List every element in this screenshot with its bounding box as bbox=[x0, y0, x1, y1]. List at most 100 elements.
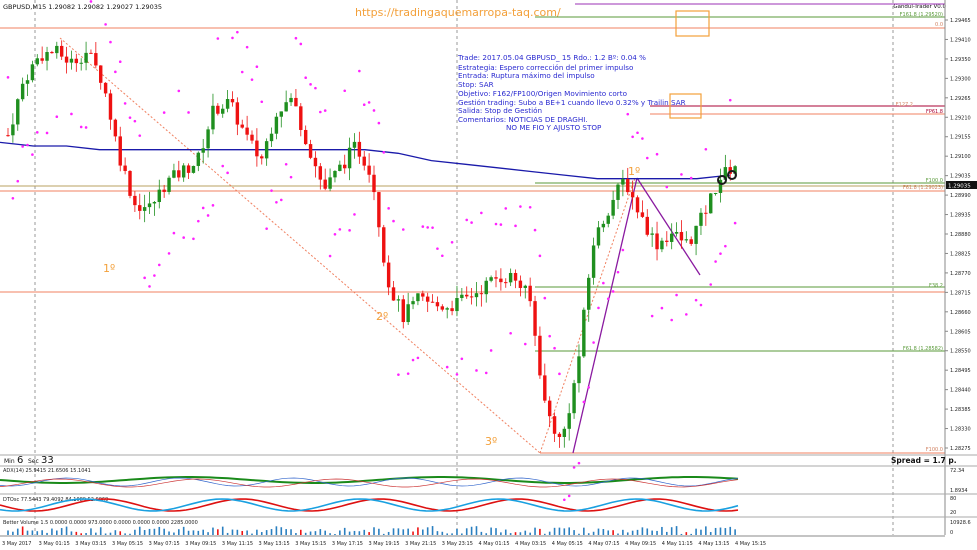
candle-body bbox=[11, 124, 15, 136]
sar-dot bbox=[338, 228, 342, 231]
sar-dot bbox=[494, 222, 498, 226]
website-link[interactable]: https://tradingaquemarropa-taq.com/ bbox=[355, 6, 561, 19]
sar-dot bbox=[35, 131, 39, 134]
dtosc-fast-line bbox=[0, 498, 739, 512]
volume-bar bbox=[709, 532, 712, 535]
sar-dot bbox=[699, 303, 703, 307]
volume-bar bbox=[148, 528, 151, 535]
sar-dot bbox=[650, 314, 654, 318]
x-tick-label: 3 May 2017 bbox=[2, 541, 31, 547]
candle-body bbox=[138, 205, 142, 211]
volume-bar bbox=[99, 527, 102, 535]
candle-body bbox=[235, 102, 240, 125]
x-tick-label: 3 May 17:15 bbox=[332, 541, 363, 547]
candle-body bbox=[562, 428, 567, 437]
candle-body bbox=[689, 239, 693, 244]
candle-body bbox=[494, 277, 498, 279]
candle-body bbox=[221, 108, 225, 114]
volume-bar bbox=[617, 533, 619, 535]
candle-body bbox=[611, 199, 615, 216]
sar-dot bbox=[489, 349, 493, 352]
candle-body bbox=[25, 80, 30, 84]
sar-dot bbox=[621, 248, 625, 252]
candle-body bbox=[591, 245, 596, 278]
sar-dot bbox=[167, 252, 171, 255]
sar-dot bbox=[597, 306, 600, 310]
volume-bar bbox=[685, 532, 688, 535]
candle-body bbox=[665, 240, 669, 242]
sar-dot bbox=[636, 131, 639, 135]
volume-bar bbox=[314, 531, 317, 535]
candle-body bbox=[445, 308, 449, 310]
y-tick-label: 1.28880 bbox=[950, 232, 971, 238]
candle-body bbox=[621, 179, 625, 185]
sar-dot bbox=[377, 121, 381, 125]
volume-bar bbox=[475, 526, 478, 535]
candle-body bbox=[674, 231, 679, 234]
timer-min-label: Min bbox=[4, 458, 15, 465]
sar-dot bbox=[31, 153, 34, 156]
volume-bar bbox=[212, 527, 214, 535]
volume-bar bbox=[138, 526, 141, 535]
sar-dot bbox=[626, 112, 630, 116]
candle-body bbox=[479, 293, 484, 295]
sar-dot bbox=[523, 342, 527, 346]
sar-dot bbox=[728, 98, 732, 102]
candle-body bbox=[318, 166, 323, 180]
candle-body bbox=[142, 207, 147, 211]
volume-bar bbox=[446, 533, 448, 535]
sar-dot bbox=[397, 373, 400, 376]
spread-readout: Spread = 1.7 p. bbox=[891, 456, 957, 465]
candle-body bbox=[450, 308, 454, 312]
candle-body bbox=[382, 227, 386, 263]
volume-bar bbox=[241, 530, 244, 535]
sar-dot bbox=[455, 373, 459, 376]
candle-body bbox=[279, 111, 283, 117]
sar-dot bbox=[21, 145, 24, 148]
volume-bar bbox=[587, 533, 590, 535]
y-tick-label: 1.29155 bbox=[950, 135, 971, 141]
volume-bar bbox=[592, 531, 595, 535]
volume-bar bbox=[153, 528, 156, 535]
candle-body bbox=[206, 129, 210, 149]
volume-bar bbox=[300, 529, 302, 535]
volume-bar bbox=[231, 529, 234, 535]
volume-bar bbox=[646, 528, 649, 535]
candle-body bbox=[616, 184, 620, 200]
candle-body bbox=[699, 212, 703, 226]
sar-dot bbox=[709, 283, 713, 286]
volume-bar bbox=[353, 530, 356, 535]
candle-body bbox=[391, 287, 396, 301]
target-box-top bbox=[675, 10, 710, 37]
trade-marker bbox=[717, 170, 737, 185]
candle-body bbox=[133, 195, 137, 206]
wave-label: 2º bbox=[376, 310, 388, 323]
volume-bar bbox=[695, 528, 697, 535]
candle-body bbox=[557, 433, 562, 437]
sar-dot bbox=[519, 205, 522, 208]
x-tick-label: 3 May 15:15 bbox=[295, 541, 326, 547]
candle-body bbox=[118, 136, 122, 166]
candle-body bbox=[709, 193, 713, 214]
dtosc-panel: DTOsc 77.5443 79.4092 84.1089 52.6069 80… bbox=[0, 493, 977, 516]
sar-dot bbox=[11, 197, 15, 200]
candle-body bbox=[303, 129, 308, 145]
sar-dot bbox=[460, 357, 464, 361]
candle-body bbox=[103, 82, 108, 94]
volume-bar bbox=[719, 527, 722, 535]
sar-dot bbox=[138, 134, 142, 137]
volume-bar bbox=[182, 526, 185, 535]
sar-dot bbox=[45, 131, 49, 135]
candle-body bbox=[250, 134, 254, 141]
adx-label: ADX(14) 25.9415 21.6506 15.1041 bbox=[3, 468, 91, 474]
sar-dot bbox=[245, 45, 249, 49]
note-line: Comentarios: NOTICIAS DE DRAGHI. bbox=[458, 115, 588, 124]
sar-dot bbox=[514, 224, 517, 228]
candle-body bbox=[99, 65, 103, 83]
volume-bar bbox=[597, 528, 600, 535]
sar-dot bbox=[387, 207, 390, 210]
candle-body bbox=[733, 166, 737, 174]
sar-dot bbox=[333, 232, 337, 236]
sar-dot bbox=[689, 176, 693, 180]
candle-body bbox=[50, 52, 54, 54]
